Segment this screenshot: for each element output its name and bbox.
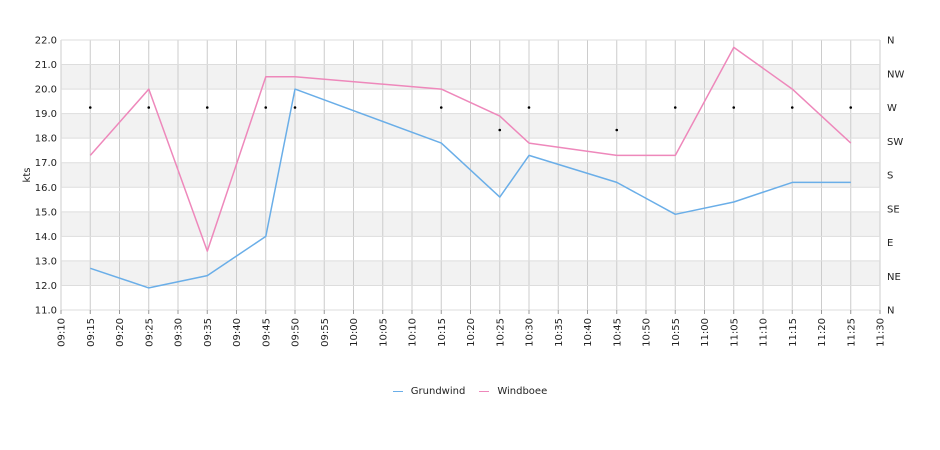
- y-tick-label: 18.0: [35, 134, 57, 145]
- legend-swatch: [392, 391, 403, 392]
- direction-marker: [88, 106, 92, 109]
- x-tick-label: 09:45: [261, 318, 272, 347]
- direction-marker: [264, 106, 268, 109]
- legend-label: Windboee: [497, 386, 548, 397]
- y-tick-label: 17.0: [35, 158, 57, 169]
- legend: Grundwind Windboee: [0, 384, 940, 397]
- direction-marker: [293, 106, 297, 109]
- direction-marker: [615, 128, 619, 132]
- x-axis-ticks: 09:10 09:15 09:20 09:25 09:30 09:35 09:40 09:45…: [57, 310, 887, 347]
- series-line-grundwind: [90, 88, 851, 289]
- x-tick-label: 10:20: [466, 318, 477, 347]
- x-tick-label: 09:30: [174, 318, 185, 347]
- right-tick-label: E: [887, 238, 893, 249]
- x-tick-label: 10:50: [642, 318, 653, 347]
- right-tick-label: S: [887, 171, 893, 182]
- right-tick-label: SE: [887, 204, 900, 215]
- x-tick-label: 11:10: [759, 318, 770, 347]
- series-line-windboee: [89, 46, 852, 252]
- x-tick-label: 09:25: [144, 318, 155, 347]
- x-tick-label: 10:25: [495, 318, 506, 347]
- x-tick-label: 10:30: [525, 318, 536, 347]
- y-tick-label: 11.0: [35, 306, 57, 317]
- direction-marker: [673, 106, 677, 109]
- x-tick-label: 11:00: [700, 318, 711, 347]
- x-tick-label: 09:55: [320, 318, 331, 347]
- right-tick-label: N: [887, 36, 894, 47]
- x-tick-label: 10:10: [408, 318, 419, 347]
- x-tick-label: 09:40: [232, 318, 243, 347]
- x-tick-label: 09:10: [57, 318, 68, 347]
- x-tick-label: 09:35: [203, 318, 214, 347]
- x-tick-label: 09:50: [291, 318, 302, 347]
- right-tick-label: N: [887, 306, 894, 317]
- legend-item[interactable]: Windboee: [479, 386, 547, 397]
- x-tick-label: 11:05: [729, 318, 740, 347]
- x-tick-label: 10:00: [349, 318, 360, 347]
- x-tick-label: 11:15: [788, 318, 799, 347]
- x-tick-label: 11:20: [817, 318, 828, 347]
- x-tick-label: 09:20: [115, 318, 126, 347]
- right-tick-label: NE: [887, 272, 901, 283]
- x-tick-label: 10:35: [554, 318, 565, 347]
- x-tick-label: 10:55: [671, 318, 682, 347]
- right-axis-ticks: N NE E SE S SW W NW N: [887, 36, 904, 317]
- x-tick-label: 10:15: [437, 318, 448, 347]
- x-tick-label: 09:15: [86, 318, 97, 347]
- y-tick-label: 21.0: [35, 60, 57, 71]
- y-tick-label: 22.0: [35, 36, 57, 47]
- series-lines: [89, 46, 852, 289]
- y-tick-label: 12.0: [35, 281, 57, 292]
- legend-label: Grundwind: [410, 386, 466, 397]
- direction-marker: [790, 106, 794, 109]
- direction-marker: [205, 106, 209, 109]
- right-tick-label: W: [887, 103, 897, 114]
- y-axis-label: kts: [22, 168, 33, 183]
- direction-marker: [147, 106, 151, 109]
- direction-marker: [732, 106, 736, 109]
- legend-item[interactable]: Grundwind: [392, 386, 466, 397]
- y-axis-ticks: 11.0 12.0 13.0 14.0 15.0 16.0 17.0 18.0 19.0 20.0…: [35, 36, 57, 317]
- direction-markers: [88, 106, 853, 132]
- y-tick-label: 16.0: [35, 183, 57, 194]
- right-tick-label: NW: [887, 69, 904, 80]
- x-tick-label: 10:05: [378, 318, 389, 347]
- right-tick-label: SW: [887, 137, 903, 148]
- horizontal-gridlines: [61, 39, 880, 311]
- vertical-gridlines: [60, 40, 881, 310]
- y-tick-label: 13.0: [35, 256, 57, 267]
- direction-marker: [439, 106, 443, 109]
- x-tick-label: 10:45: [612, 318, 623, 347]
- y-tick-label: 20.0: [35, 85, 57, 96]
- direction-marker: [527, 106, 531, 109]
- x-tick-label: 10:40: [583, 318, 594, 347]
- x-tick-label: 11:25: [846, 318, 857, 347]
- y-tick-label: 14.0: [35, 232, 57, 243]
- y-tick-label: 15.0: [35, 207, 57, 218]
- direction-marker: [849, 106, 853, 109]
- y-tick-label: 19.0: [35, 109, 57, 120]
- legend-swatch: [479, 391, 490, 392]
- x-tick-label: 11:30: [876, 318, 887, 347]
- direction-marker: [498, 128, 502, 132]
